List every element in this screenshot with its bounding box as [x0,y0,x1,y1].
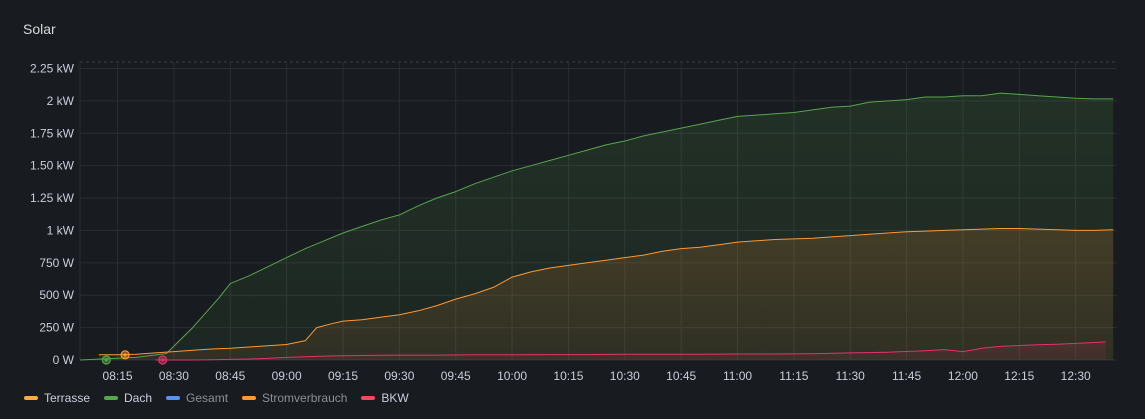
marker-dot [104,358,108,362]
x-tick-label: 08:45 [215,369,245,383]
x-tick-label: 08:15 [103,369,133,383]
marker-dot [123,353,127,357]
y-tick-label: 750 W [39,256,74,270]
legend-item-stromverbrauch[interactable]: Stromverbrauch [242,391,347,405]
line-bkw [155,341,1106,361]
x-tick-label: 10:45 [666,369,696,383]
y-tick-label: 500 W [39,288,74,302]
x-axis: 08:15 08:30 08:45 09:00 09:15 09:30 09:45 10:00… [103,369,1091,383]
x-tick-label: 10:30 [610,369,640,383]
legend-swatch [24,396,38,400]
y-tick-label: 2 kW [47,94,75,108]
x-tick-label: 08:30 [159,369,189,383]
legend-item-gesamt[interactable]: Gesamt [166,391,228,405]
legend-label: Terrasse [44,391,91,405]
y-axis: 0 W 250 W 500 W 750 W 1 kW 1.25 kW 1.50 kW 1.75… [30,61,75,367]
line-stromverbrauch [98,228,1114,356]
x-tick-label: 09:45 [441,369,471,383]
legend-label: Stromverbrauch [262,391,348,405]
x-tick-label: 11:15 [779,369,808,383]
series-areas [80,93,1114,360]
x-tick-label: 09:15 [328,369,358,383]
x-tick-label: 09:30 [384,369,414,383]
legend-item-bkw[interactable]: BKW [361,391,409,405]
x-tick-label: 12:00 [948,369,978,383]
legend: Terrasse Dach Gesamt Stromverbrauch BKW [24,391,409,405]
area-stromverbrauch [98,228,1114,360]
series-lines [79,92,1114,361]
line-dach [79,92,1114,361]
legend-swatch [104,396,119,400]
legend-label: BKW [381,391,409,405]
x-tick-label: 11:00 [723,369,752,383]
x-tick-label: 11:45 [892,369,921,383]
legend-swatch [166,396,181,400]
legend-item-dach[interactable]: Dach [104,391,152,405]
panel-title: Solar [23,21,56,37]
x-tick-label: 11:30 [836,369,865,383]
y-tick-label: 250 W [39,321,74,335]
y-tick-label: 1.75 kW [30,126,75,140]
y-tick-label: 2.25 kW [30,61,75,75]
legend-label: Dach [124,391,153,405]
y-tick-label: 1 kW [47,223,75,237]
legend-swatch [242,396,257,400]
legend-swatch [361,396,376,400]
series-markers [101,350,168,365]
y-tick-label: 0 W [53,353,75,367]
legend-item-terrasse[interactable]: Terrasse [24,391,90,405]
y-tick-label: 1.50 kW [30,159,75,173]
x-tick-label: 12:15 [1004,369,1034,383]
x-tick-label: 09:00 [272,369,302,383]
marker-dot [161,358,165,362]
x-tick-label: 10:15 [553,369,583,383]
x-tick-label: 12:30 [1061,369,1091,383]
x-tick-label: 10:00 [497,369,527,383]
legend-label: Gesamt [186,391,229,405]
y-tick-label: 1.25 kW [30,191,75,205]
